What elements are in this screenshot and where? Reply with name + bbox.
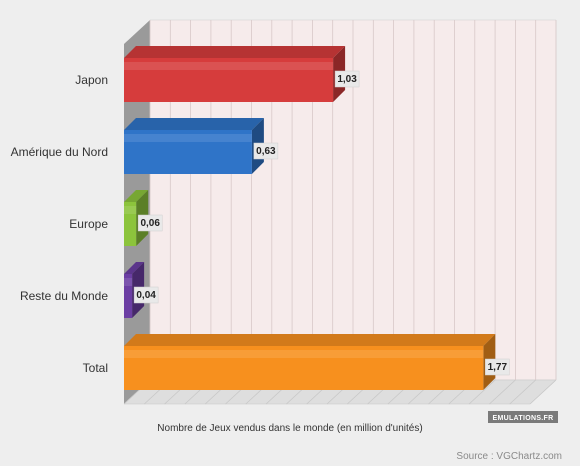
value-label-3: 0,04 bbox=[136, 290, 156, 301]
category-label-2: Europe bbox=[69, 217, 108, 231]
bar-front-face bbox=[124, 202, 137, 246]
category-label-1: Amérique du Nord bbox=[11, 145, 108, 159]
bar-highlight bbox=[124, 206, 137, 214]
value-label-1: 0,63 bbox=[256, 146, 276, 157]
value-label-box-3 bbox=[133, 286, 159, 304]
value-label-0: 1,03 bbox=[337, 74, 357, 85]
bar-4 bbox=[124, 334, 496, 390]
floor-grid-line bbox=[509, 379, 536, 405]
bar-top-face bbox=[124, 334, 496, 346]
bar-top-face bbox=[124, 190, 149, 202]
bar-front-face bbox=[124, 58, 334, 102]
value-label-2: 0,06 bbox=[140, 218, 160, 229]
value-label-box-4 bbox=[485, 358, 510, 376]
floor-grid-line bbox=[529, 379, 557, 405]
watermark-logo: EMULATIONS.FR bbox=[488, 411, 558, 423]
bar-top-face bbox=[124, 118, 264, 130]
bar-1 bbox=[124, 118, 264, 174]
bar-2 bbox=[124, 190, 149, 246]
bar-front-face bbox=[124, 346, 484, 390]
value-labels: 1,03 0,63 0,06 0,04 1,77 bbox=[133, 70, 510, 376]
bar-highlight bbox=[124, 350, 484, 358]
category-label-4: Total bbox=[83, 361, 108, 375]
bar-0 bbox=[124, 46, 346, 102]
category-labels: Japon Amérique du Nord Europe Reste du Mond… bbox=[11, 73, 109, 375]
bar-highlight bbox=[124, 134, 252, 142]
bar-highlight bbox=[124, 62, 334, 70]
bar-highlight bbox=[124, 278, 133, 286]
bar-top-face bbox=[124, 46, 346, 58]
floor-grid-line bbox=[489, 379, 516, 405]
value-label-box-0 bbox=[334, 70, 360, 88]
watermark-text: EMULATIONS.FR bbox=[493, 415, 554, 422]
value-label-box-2 bbox=[137, 214, 163, 232]
bar-front-face bbox=[124, 274, 133, 318]
source-text: Source : VGChartz.com bbox=[456, 451, 562, 462]
category-label-0: Japon bbox=[75, 73, 108, 87]
bars bbox=[124, 46, 496, 390]
bar-front-face bbox=[124, 130, 252, 174]
floor-grid-line bbox=[468, 379, 496, 405]
x-axis-label: Nombre de Jeux vendus dans le monde (en … bbox=[157, 423, 422, 434]
value-label-box-1 bbox=[253, 142, 279, 160]
value-label-4: 1,77 bbox=[488, 362, 508, 373]
bar-top-face bbox=[124, 262, 145, 274]
category-label-3: Reste du Monde bbox=[20, 289, 108, 303]
